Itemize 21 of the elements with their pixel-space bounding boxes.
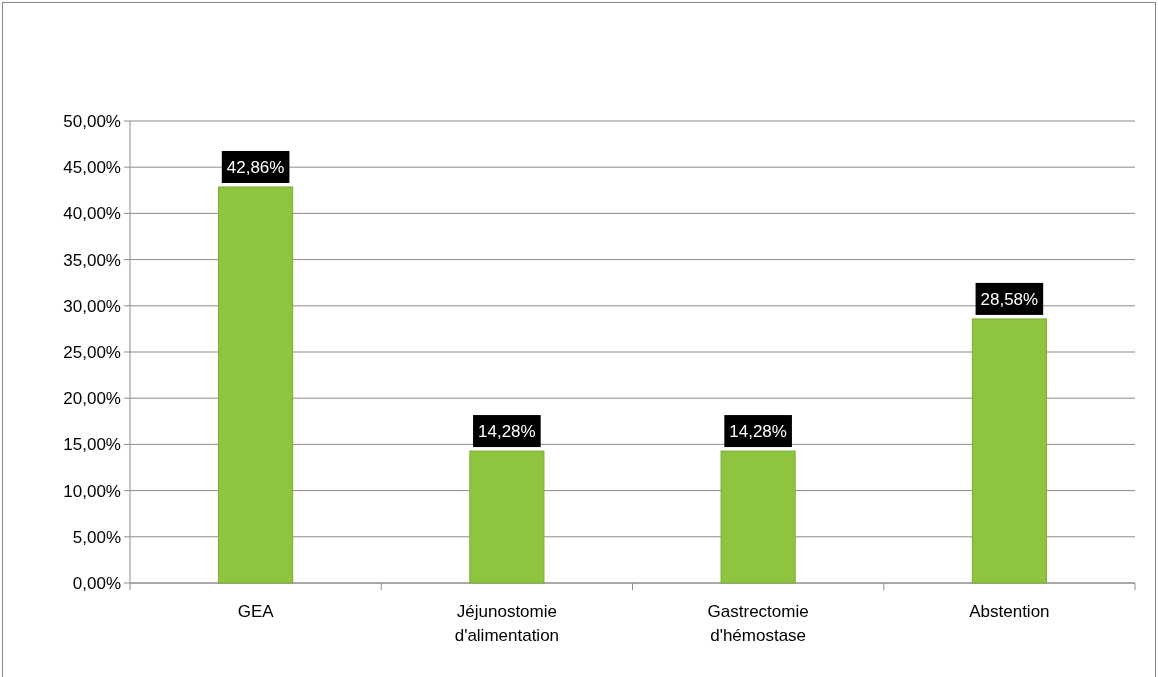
data-label: 28,58% xyxy=(980,289,1039,309)
x-tick-label: Jéjunostomie d'alimentation xyxy=(454,602,560,645)
y-tick-label: 5,00% xyxy=(72,527,121,547)
bar xyxy=(971,318,1047,584)
data-label: 14,28% xyxy=(729,422,787,441)
y-tick-label: 25,00% xyxy=(63,342,121,362)
y-tick-label: 10,00% xyxy=(63,481,121,501)
y-tick-label: 15,00% xyxy=(63,435,121,455)
y-tick-label: 20,00% xyxy=(63,389,121,409)
x-tick-label: Abstention xyxy=(969,602,1050,621)
y-tick-label: 35,00% xyxy=(63,250,121,270)
y-tick-label: 50,00% xyxy=(63,111,121,131)
y-tick-label: 40,00% xyxy=(63,204,121,224)
x-tick-label: GEA xyxy=(237,602,275,621)
x-tick-label: Gastrectomie d'hémostase xyxy=(707,602,809,645)
data-label: 42,86% xyxy=(226,157,285,177)
y-tick-label: 0,00% xyxy=(72,573,121,593)
y-tick-label: 30,00% xyxy=(63,296,121,316)
y-tick-label: 45,00% xyxy=(63,158,121,178)
bar xyxy=(218,186,294,584)
data-label: 14,28% xyxy=(478,422,536,441)
